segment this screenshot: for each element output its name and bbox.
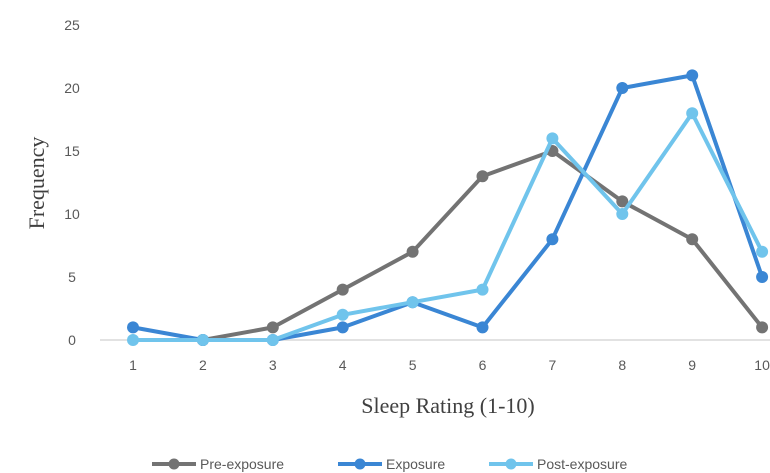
data-point	[476, 283, 489, 296]
data-point	[686, 69, 699, 82]
legend-swatch-marker	[354, 458, 366, 470]
x-axis-ticks: 1 2 3 4 5 6 7 8 9 10	[129, 357, 770, 373]
y-tick-label: 5	[68, 269, 76, 285]
y-axis-ticks: 0 5 10 15 20 25	[64, 17, 80, 348]
x-tick-label: 7	[549, 357, 557, 373]
data-point	[756, 321, 769, 334]
data-point	[266, 334, 279, 346]
data-point	[336, 308, 349, 321]
y-tick-label: 15	[64, 143, 80, 159]
data-point	[616, 195, 629, 208]
y-axis-title: Frequency	[24, 137, 49, 230]
x-tick-label: 4	[339, 357, 347, 373]
legend-item: Exposure	[338, 456, 445, 472]
data-point	[127, 334, 139, 346]
x-tick-label: 9	[688, 357, 696, 373]
x-tick-label: 5	[409, 357, 417, 373]
series-line	[131, 111, 765, 342]
legend-label: Exposure	[386, 456, 445, 472]
x-tick-label: 1	[129, 357, 137, 373]
x-tick-label: 10	[754, 357, 770, 373]
x-axis-title: Sleep Rating (1-10)	[361, 393, 535, 418]
data-point	[756, 245, 769, 258]
legend: Pre-exposure Exposure Post-exposure	[152, 456, 627, 472]
data-point	[406, 245, 419, 258]
legend-item: Pre-exposure	[152, 456, 284, 472]
data-point	[476, 170, 489, 183]
data-point	[616, 208, 629, 220]
data-point	[616, 82, 629, 94]
y-tick-label: 10	[64, 206, 80, 222]
legend-item: Post-exposure	[489, 456, 627, 472]
data-point	[756, 271, 769, 283]
legend-swatch-marker	[505, 458, 517, 470]
data-point	[127, 321, 139, 334]
series-post-exposure	[127, 107, 769, 346]
data-point	[406, 296, 419, 309]
x-tick-label: 2	[199, 357, 207, 373]
data-point	[546, 132, 559, 145]
data-point	[686, 233, 699, 246]
data-point	[336, 321, 349, 334]
legend-swatch-marker	[168, 458, 180, 470]
data-point	[266, 321, 279, 334]
x-tick-label: 6	[479, 357, 487, 373]
x-tick-label: 8	[618, 357, 626, 373]
y-tick-label: 25	[64, 17, 80, 33]
x-tick-label: 3	[269, 357, 277, 373]
legend-label: Pre-exposure	[200, 456, 284, 472]
data-point	[686, 107, 699, 120]
series-exposure	[127, 69, 769, 346]
series-line	[131, 73, 765, 342]
data-point	[336, 283, 349, 296]
data-point	[476, 321, 489, 334]
series-group	[127, 69, 769, 346]
data-point	[196, 334, 209, 346]
data-point	[546, 233, 559, 246]
legend-label: Post-exposure	[537, 456, 627, 472]
y-tick-label: 0	[68, 332, 76, 348]
y-tick-label: 20	[64, 80, 80, 96]
series-pre-exposure	[196, 145, 769, 346]
